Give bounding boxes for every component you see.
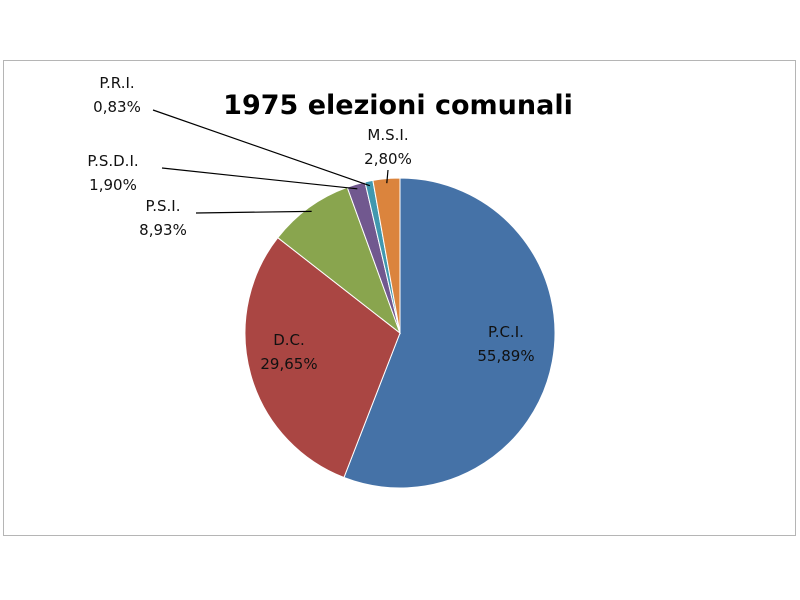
slice-label: P.S.I. — [146, 197, 181, 215]
slice-label: D.C. — [273, 331, 305, 349]
pie-slice-msi — [372, 177, 401, 334]
slice-label: P.R.I. — [99, 74, 134, 92]
slice-percent: 0,83% — [93, 98, 141, 116]
leader-lines — [152, 109, 389, 214]
pie-slice-dc — [244, 236, 401, 479]
slice-percent: 1,90% — [89, 176, 137, 194]
slice-percent: 55,89% — [477, 347, 534, 365]
slice-label: P.C.I. — [488, 323, 524, 341]
slice-percent: 8,93% — [139, 221, 187, 239]
chart-title: 1975 elezioni comunali — [223, 90, 573, 121]
slice-label: P.S.D.I. — [87, 152, 138, 170]
leader-line — [152, 109, 371, 187]
slice-percent: 29,65% — [260, 355, 317, 373]
leader-line — [386, 169, 389, 184]
leader-line — [195, 210, 312, 214]
pie-slice-pci — [343, 177, 556, 489]
pie-slices — [244, 177, 556, 489]
slice-percent: 2,80% — [364, 150, 412, 168]
data-labels: P.C.I. 55,89% D.C. 29,65% P.S.I. 8,93% P.S.D.I… — [87, 74, 534, 373]
slice-label: M.S.I. — [367, 126, 408, 144]
leader-line — [161, 167, 358, 190]
